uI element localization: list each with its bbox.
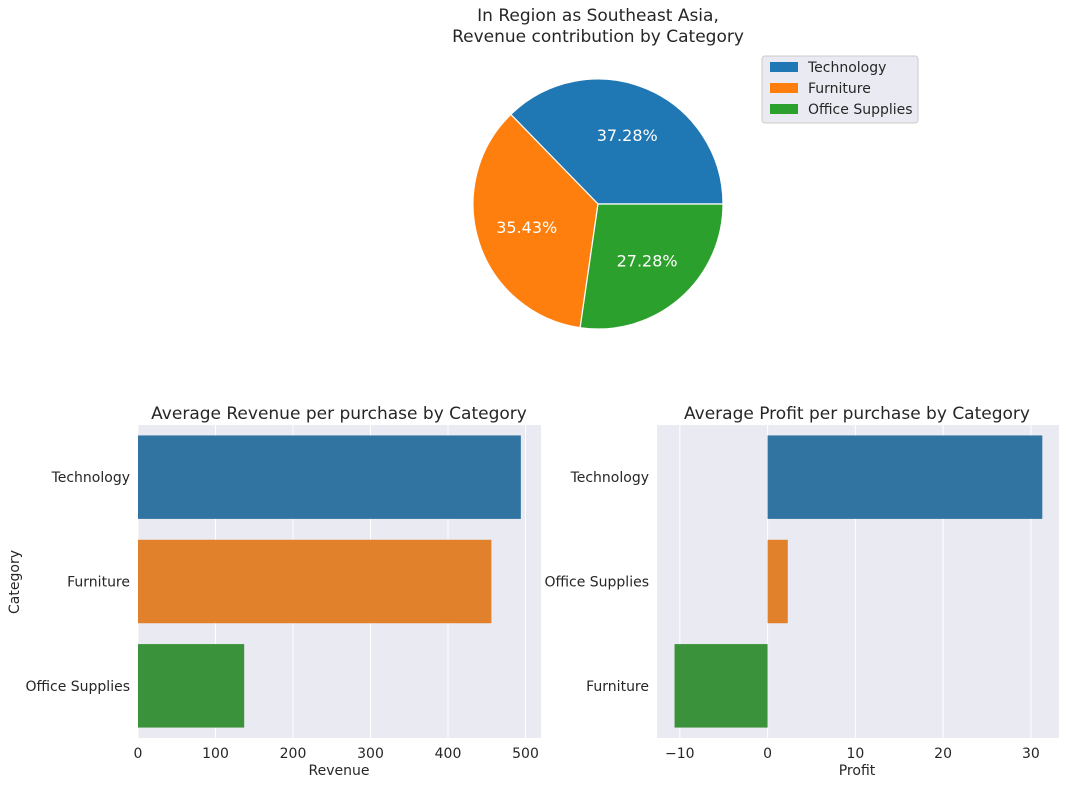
pie-legend-swatch-technology xyxy=(770,62,798,72)
revenue-bar-technology xyxy=(138,435,521,519)
profit-x-tick-label: −10 xyxy=(665,746,695,762)
pie-title-line2: Revenue contribution by Category xyxy=(452,27,744,47)
revenue-x-tick-label: 500 xyxy=(512,746,539,762)
pie-legend-label-technology: Technology xyxy=(807,60,886,76)
profit-x-axis-label: Profit xyxy=(839,763,876,779)
profit-x-tick-label: 20 xyxy=(934,746,952,762)
revenue-y-axis-label: Category xyxy=(7,550,23,614)
profit-x-tick-label: 0 xyxy=(763,746,772,762)
pie-pct-label-office-supplies: 27.28% xyxy=(617,252,678,271)
revenue-category-label-office-supplies: Office Supplies xyxy=(25,679,130,695)
profit-chart-title: Average Profit per purchase by Category xyxy=(684,404,1030,424)
profit-category-label-furniture: Furniture xyxy=(586,679,649,695)
profit-bar-technology xyxy=(767,435,1043,519)
revenue-bar-furniture xyxy=(138,539,492,624)
pie-slice-office-supplies xyxy=(579,203,724,330)
revenue-x-tick-label: 100 xyxy=(202,746,229,762)
pie-legend-swatch-furniture xyxy=(770,83,798,93)
revenue-x-tick-label: 400 xyxy=(435,746,462,762)
profit-x-tick-label: 10 xyxy=(846,746,864,762)
pie-title-line1: In Region as Southeast Asia, xyxy=(477,6,719,26)
pie-pct-label-furniture: 35.43% xyxy=(496,218,557,237)
revenue-category-label-technology: Technology xyxy=(51,470,130,486)
revenue-category-label-furniture: Furniture xyxy=(67,575,130,591)
profit-category-label-technology: Technology xyxy=(570,470,649,486)
revenue-x-axis-label: Revenue xyxy=(309,763,370,779)
pie-chart: In Region as Southeast Asia, Revenue con… xyxy=(452,6,919,330)
revenue-chart-title: Average Revenue per purchase by Category xyxy=(151,404,527,424)
pie-legend-frame xyxy=(761,55,919,124)
pie-slice-technology xyxy=(509,78,724,205)
revenue-x-tick-label: 300 xyxy=(357,746,384,762)
revenue-x-tick-label: 0 xyxy=(134,746,143,762)
revenue-bar-chart: Average Revenue per purchase by Category… xyxy=(7,404,541,779)
pie-legend-swatch-office-supplies xyxy=(770,104,798,114)
pie-legend-label-furniture: Furniture xyxy=(808,81,871,97)
profit-bar-furniture xyxy=(674,644,768,728)
profit-bar-chart: Average Profit per purchase by Category … xyxy=(544,404,1059,779)
revenue-bar-office-supplies xyxy=(138,644,245,728)
pie-pct-label-technology: 37.28% xyxy=(597,126,658,145)
profit-category-label-office-supplies: Office Supplies xyxy=(544,575,649,591)
profit-bar-office-supplies xyxy=(767,539,788,624)
pie-slice-furniture xyxy=(472,113,599,329)
profit-x-tick-label: 30 xyxy=(1022,746,1040,762)
revenue-x-tick-label: 200 xyxy=(280,746,307,762)
pie-legend: Technology Furniture Office Supplies xyxy=(761,55,919,124)
pie-legend-label-office-supplies: Office Supplies xyxy=(808,102,913,118)
